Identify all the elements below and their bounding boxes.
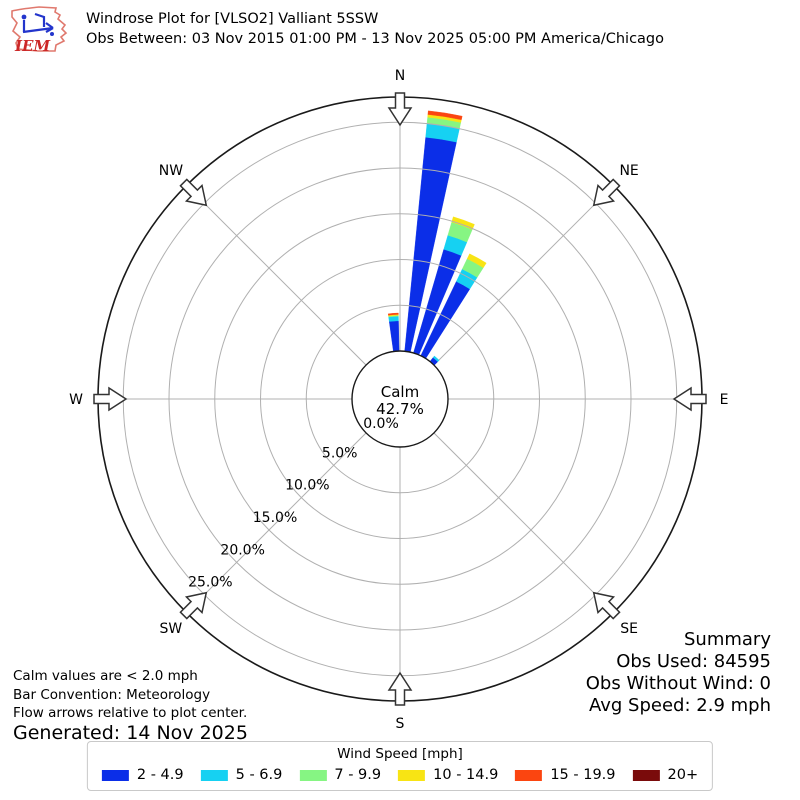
legend-label: 5 - 6.9 [235, 767, 283, 783]
legend-item: 5 - 6.9 [200, 767, 283, 783]
title-block: Windrose Plot for [VLSO2] Valliant 5SSW … [86, 3, 664, 49]
wind-bar-segment [432, 355, 440, 363]
legend-label: 15 - 19.9 [550, 767, 616, 783]
grid-ring [305, 304, 495, 494]
legend-swatch-blue [101, 769, 129, 781]
summary-obs-used: Obs Used: 84595 [616, 651, 771, 672]
wind-bar [404, 110, 463, 353]
flow-arrow [179, 591, 208, 620]
compass-label-e: E [720, 392, 729, 408]
compass-label-ne: NE [619, 163, 638, 179]
legend-swatch-yellow [398, 769, 426, 781]
radial-tick-label: 20.0% [220, 542, 264, 558]
legend-swatch-green [299, 769, 327, 781]
wind-bar-segment [466, 253, 487, 268]
flow-arrow [592, 591, 621, 620]
generated-date: Generated: 14 Nov 2025 [13, 721, 248, 744]
legend-label: 20+ [667, 767, 699, 783]
calm-note: Calm values are < 2.0 mph [13, 668, 198, 684]
wind-bar-segment [388, 316, 399, 322]
calm-circle [351, 350, 449, 448]
calm-label: Calm [381, 383, 419, 401]
compass-label-w: W [69, 392, 83, 408]
legend-label: 2 - 4.9 [136, 767, 184, 783]
compass-label-s: S [396, 716, 405, 732]
wind-speed-legend: Wind Speed [mph] 2 - 4.9 5 - 6.9 7 - 9.9… [86, 741, 714, 791]
wind-bar-segment [427, 110, 463, 121]
legend-item: 15 - 19.9 [515, 767, 616, 783]
grid-ring [168, 167, 632, 631]
legend-label: 10 - 14.9 [433, 767, 499, 783]
iem-logo-text: IEM [14, 37, 50, 55]
iem-logo: IEM [11, 6, 68, 55]
annotations-block: Calm values are < 2.0 mph Bar Convention… [13, 667, 248, 742]
zero-tick-label: 0.0% [363, 416, 399, 432]
spoke-line [186, 398, 401, 613]
wind-bar-segment [389, 320, 400, 352]
summary-obs-without-wind: Obs Without Wind: 0 [585, 673, 771, 694]
wind-bar-segment [451, 216, 475, 230]
flow-arrows [93, 92, 707, 706]
legend-swatch-darkred [632, 769, 660, 781]
wind-bar [413, 216, 475, 356]
bar-convention-note: Bar Convention: Meteorology [13, 686, 211, 703]
flow-arrow [387, 671, 413, 706]
weather-station-icon [21, 12, 54, 36]
wind-bars [387, 110, 487, 366]
spoke-line [399, 398, 614, 613]
legend-item: 2 - 4.9 [101, 767, 184, 783]
grid-ring [214, 213, 586, 585]
radial-tick-label: 5.0% [322, 445, 358, 461]
compass-label-n: N [395, 68, 405, 84]
wind-bar-segment [387, 312, 399, 316]
compass-label-sw: SW [160, 621, 183, 637]
plot-title: Windrose Plot for [VLSO2] Valliant 5SSW [86, 11, 379, 27]
calm-percentage: 42.7% [376, 400, 424, 418]
flow-arrow [93, 386, 128, 412]
legend-label: 7 - 9.9 [334, 767, 382, 783]
radial-tick-label: 15.0% [253, 510, 297, 526]
plot-subtitle: Obs Between: 03 Nov 2015 01:00 PM - 13 N… [86, 31, 665, 47]
legend-item: 10 - 14.9 [398, 767, 498, 783]
header: IEM Windrose Plot for [VLSO2] Valliant 5… [8, 3, 664, 56]
compass-label-se: SE [620, 621, 638, 637]
legend-swatch-orange [515, 769, 543, 781]
flow-arrows-note: Flow arrows relative to plot center. [13, 705, 248, 721]
legend-item: 20+ [632, 767, 699, 783]
flow-arrow [592, 178, 621, 207]
legend-item: 7 - 9.9 [299, 767, 381, 783]
grid-ring [260, 259, 540, 539]
compass-label-nw: NW [159, 163, 183, 179]
flow-arrow [387, 92, 413, 127]
legend-swatch-cyan [200, 769, 228, 781]
flow-arrow [179, 178, 208, 207]
spoke-line [186, 185, 401, 400]
wind-bar [387, 312, 400, 352]
legend-title: Wind Speed [mph] [337, 746, 463, 762]
summary-heading: Summary [684, 629, 771, 650]
summary-avg-speed: Avg Speed: 2.9 mph [589, 695, 771, 716]
radial-tick-label: 25.0% [188, 575, 232, 591]
flow-arrow [672, 386, 707, 412]
legend-items: 2 - 4.9 5 - 6.9 7 - 9.9 10 - 14.9 15 - 1… [101, 767, 699, 783]
summary-block: Summary Obs Used: 84595 Obs Without Wind… [586, 629, 771, 717]
radial-tick-label: 10.0% [285, 478, 329, 494]
